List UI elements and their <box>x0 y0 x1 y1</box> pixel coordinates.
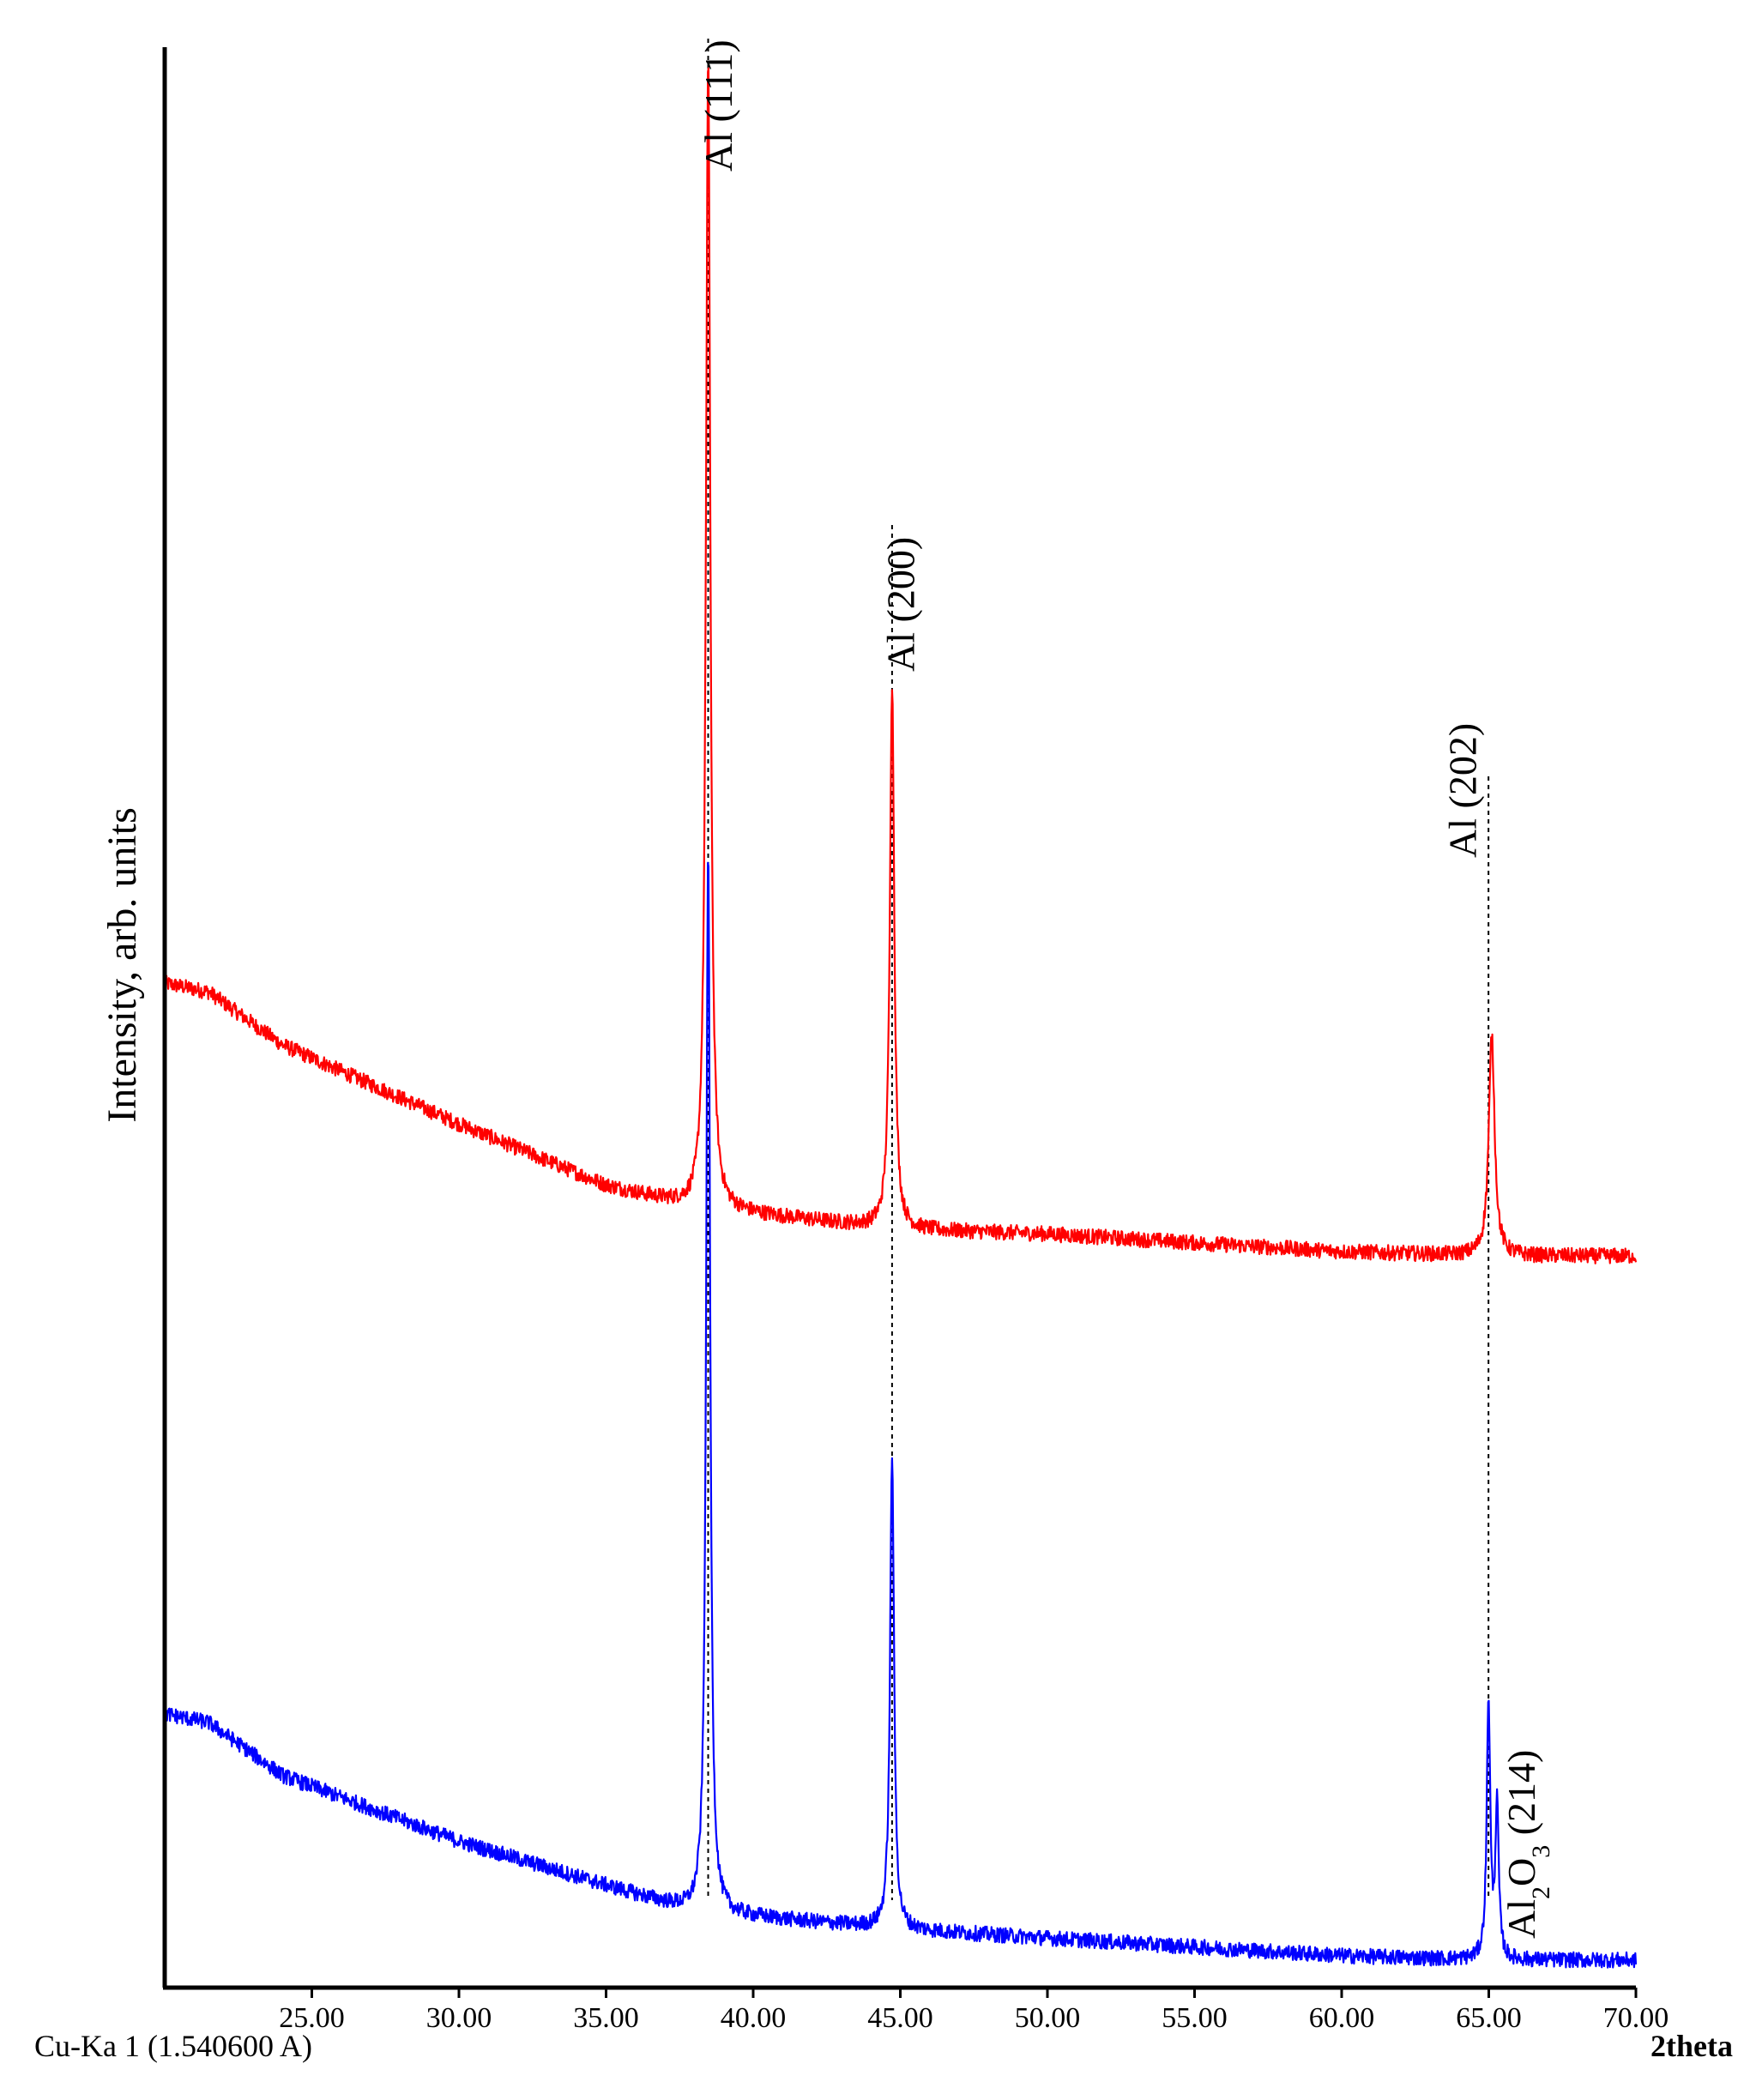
peak-label: Al2O3 (214) <box>1500 1750 1555 1939</box>
x-tick-label: 45.00 <box>867 2002 933 2034</box>
x-tick-label: 25.00 <box>279 2002 345 2034</box>
x-tick-label: 55.00 <box>1162 2002 1228 2034</box>
peak-label: Al (200) <box>879 537 923 672</box>
series-layer <box>163 67 1638 1969</box>
x-tick-label: 70.00 <box>1603 2002 1669 2034</box>
series-line-red <box>163 67 1638 1264</box>
x-tick-label: 35.00 <box>573 2002 639 2034</box>
axes <box>162 47 1636 1990</box>
peak-annotations: Al (111) Al (200) Al (202) Al2O3 (214) <box>697 39 1555 1939</box>
x-tick-label: 40.00 <box>721 2002 787 2034</box>
x-axis-title: 2theta <box>1650 2029 1733 2063</box>
peak-label: Al (111) <box>697 39 740 172</box>
x-tick-label: 50.00 <box>1015 2002 1081 2034</box>
x-tick-label: 65.00 <box>1456 2002 1522 2034</box>
reference-lines <box>707 39 1490 1900</box>
x-ticks: 25.00 30.00 35.00 40.00 45.00 50.00 55.00 60.00… <box>279 1988 1669 2034</box>
series-line-blue <box>163 861 1638 1969</box>
peak-label: Al (202) <box>1441 723 1485 858</box>
radiation-label: Cu-Ka 1 (1.540600 A) <box>34 2029 312 2063</box>
x-tick-label: 30.00 <box>426 2002 492 2034</box>
x-tick-label: 60.00 <box>1309 2002 1375 2034</box>
y-axis-title: Intensity, arb. units <box>100 807 145 1123</box>
